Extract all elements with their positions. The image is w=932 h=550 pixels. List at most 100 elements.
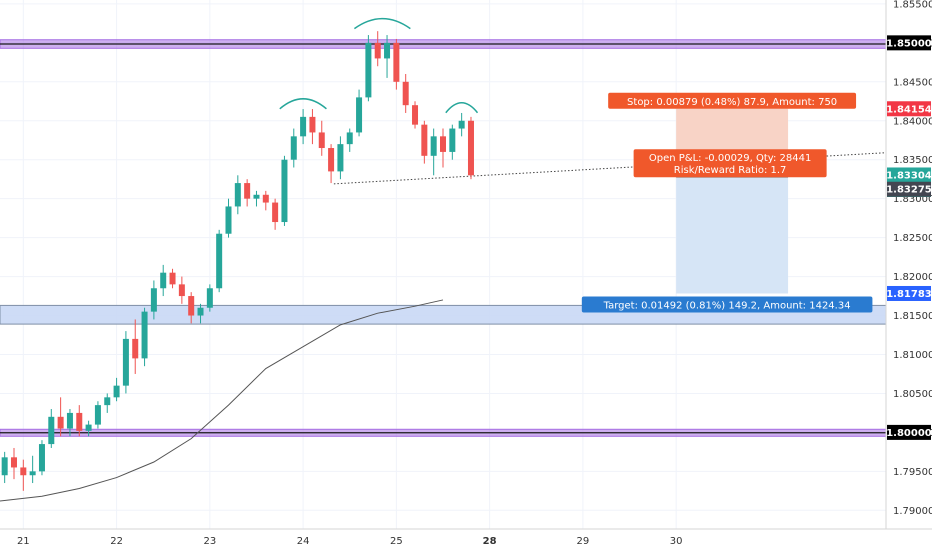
y-tick-label: 1.83500 <box>893 155 932 166</box>
y-tick-label: 1.80500 <box>893 389 932 400</box>
candle-body <box>262 194 269 203</box>
tag-target-text: 1.81783 <box>886 289 932 300</box>
y-tick-label: 1.81000 <box>893 350 932 361</box>
candles <box>1 31 474 491</box>
candle-body <box>449 128 456 152</box>
price-scale-background <box>886 0 932 550</box>
candle-body <box>393 42 400 82</box>
x-tick-label: 30 <box>670 536 683 547</box>
candle-body <box>66 412 73 429</box>
candle-body <box>216 233 223 289</box>
candle-body <box>122 338 129 386</box>
x-tick-label: 23 <box>203 536 216 547</box>
target-label-text: Target: 0.01492 (0.81%) 149.2, Amount: 1… <box>603 300 851 311</box>
x-tick-label: 24 <box>297 536 310 547</box>
y-tick-label: 1.79500 <box>893 467 932 478</box>
candle-body <box>225 206 232 234</box>
y-tick-label: 1.83000 <box>893 194 932 205</box>
candle-body <box>178 284 185 297</box>
candle-body <box>290 136 297 160</box>
candle-body <box>188 296 195 316</box>
candle-body <box>337 144 344 172</box>
candle-body <box>272 202 279 223</box>
pattern-arcs <box>279 17 479 114</box>
y-tick-label: 1.84000 <box>893 116 932 127</box>
candle-body <box>206 288 213 308</box>
stop-label-bg <box>608 92 857 109</box>
candle-body <box>48 416 55 445</box>
candle-body <box>38 444 45 472</box>
candle-body <box>104 397 111 406</box>
candle-body <box>244 183 251 199</box>
tag-level-low-text: 1.80000 <box>886 428 932 439</box>
candle-body <box>318 132 325 149</box>
candle-body <box>346 132 353 145</box>
y-tick-label: 1.84500 <box>893 77 932 88</box>
candle-body <box>458 120 465 129</box>
candle-body <box>412 105 419 125</box>
y-tick-label: 1.81500 <box>893 311 932 322</box>
tag-level-high-bg <box>887 35 931 51</box>
x-tick-label: 29 <box>577 536 590 547</box>
candle-body <box>29 471 36 476</box>
tag-entry-text: 1.83275 <box>886 185 932 196</box>
candle-body <box>328 148 335 172</box>
candle-body <box>374 42 381 59</box>
target-label-bg <box>581 296 873 313</box>
candle-body <box>10 457 17 468</box>
candle-body <box>384 42 391 59</box>
x-tick-label: 28 <box>483 536 497 547</box>
pattern-arc <box>353 17 411 30</box>
x-tick-label: 21 <box>17 536 30 547</box>
position-tool <box>676 108 789 294</box>
y-tick-label: 1.82000 <box>893 272 932 283</box>
tag-stop-text: 1.84154 <box>886 104 932 115</box>
neckline <box>333 152 887 185</box>
candle-body <box>281 159 288 223</box>
y-tick-label: 1.85500 <box>893 0 932 10</box>
pnl-label-text: Open P&L: -0.00029, Qty: 28441 <box>649 153 812 164</box>
tag-level-low-bg <box>887 424 931 440</box>
candle-body <box>365 42 372 98</box>
candle-body <box>402 81 409 106</box>
candle-body <box>76 412 83 431</box>
tag-stop-bg <box>887 101 931 117</box>
pnl-label-text: Risk/Reward Ratio: 1.7 <box>674 165 787 176</box>
candle-body <box>85 424 92 431</box>
pnl-label-bg <box>633 149 827 178</box>
candle-body <box>1 457 8 476</box>
tag-last-bg <box>887 167 931 183</box>
candle-body <box>94 405 101 425</box>
candle-body <box>430 136 437 156</box>
candle-body <box>309 116 316 133</box>
candle-body <box>113 385 120 398</box>
tag-target-bg <box>887 285 931 301</box>
candle-body <box>150 288 157 312</box>
candle-body <box>132 338 139 359</box>
tag-last-text: 1.83304 <box>886 170 932 181</box>
x-tick-label: 25 <box>390 536 403 547</box>
candle-body <box>421 124 428 156</box>
candle-body <box>440 136 446 152</box>
candle-body <box>160 272 167 289</box>
reward-area <box>676 177 789 294</box>
candle-body <box>253 194 260 199</box>
candle-body <box>234 183 241 207</box>
y-tick-label: 1.79000 <box>893 506 932 517</box>
candle-body <box>197 307 204 316</box>
neckline-line <box>333 152 887 185</box>
candle-body <box>57 416 64 429</box>
pattern-arc <box>279 98 327 110</box>
moving-average <box>0 299 444 502</box>
pattern-arc <box>445 101 479 114</box>
candle-body <box>141 311 148 359</box>
x-axis: 21 22 23 24 25 28 29 30 <box>17 536 683 547</box>
candle-body <box>20 467 27 476</box>
ma-line <box>0 299 444 502</box>
candle-body <box>300 116 307 137</box>
x-tick-label: 22 <box>110 536 123 547</box>
stop-label-text: Stop: 0.00879 (0.48%) 87.9, Amount: 750 <box>627 97 837 108</box>
candle-body <box>356 97 363 133</box>
tag-level-high-text: 1.85000 <box>886 38 932 49</box>
